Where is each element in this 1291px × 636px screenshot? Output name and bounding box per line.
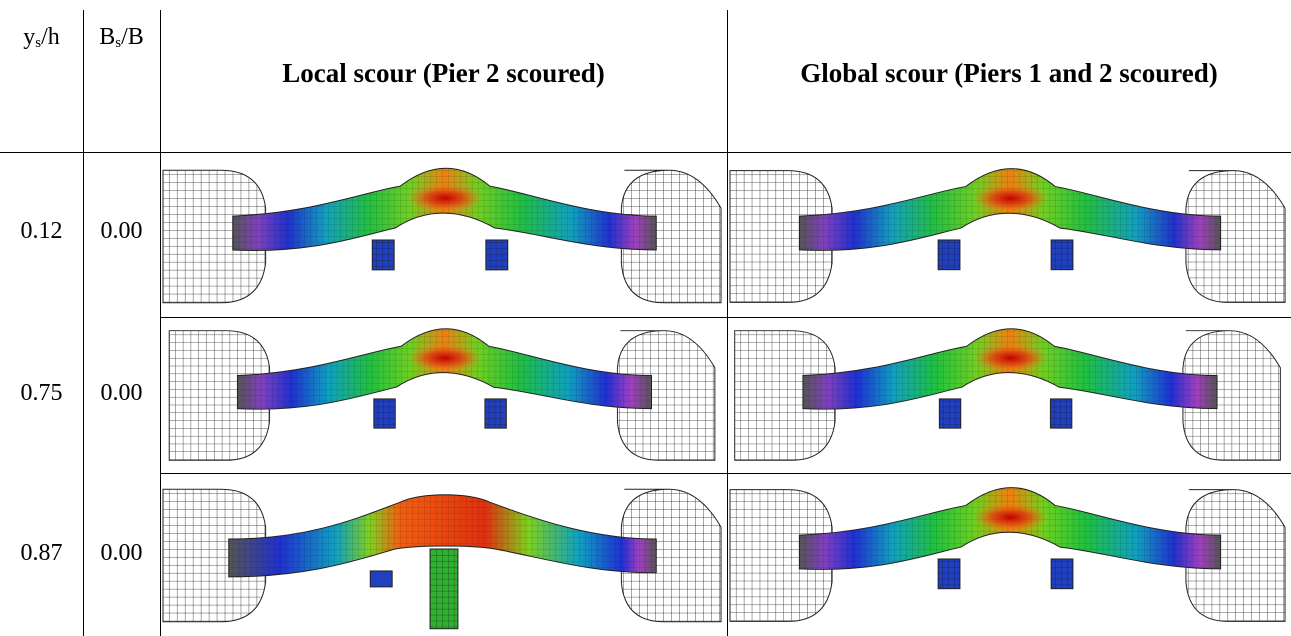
- cell: 0.00: [83, 218, 160, 245]
- row-rule: [160, 473, 1291, 474]
- fe-mesh-figure: [728, 158, 1290, 314]
- cell: 0.87: [0, 540, 83, 567]
- header-rule: [0, 152, 1291, 153]
- page: ys/h Bs/B Local scour (Pier 2 scoured) G…: [0, 0, 1291, 636]
- header-cell: Global scour (Piers 1 and 2 scoured): [727, 58, 1291, 89]
- cell: 0.75: [0, 380, 83, 407]
- header-cell: Local scour (Pier 2 scoured): [160, 58, 727, 89]
- fe-mesh-figure: [161, 158, 726, 314]
- header-cell: ys/h: [0, 24, 83, 52]
- header-cell: Bs/B: [83, 24, 160, 52]
- fe-mesh-figure: [728, 476, 1290, 634]
- header-text: B: [99, 24, 115, 50]
- fe-mesh-figure: [161, 319, 726, 471]
- fe-mesh-figure: [728, 319, 1290, 471]
- header-text: /B: [121, 24, 144, 50]
- header-text: y: [23, 24, 35, 50]
- cell: 0.00: [83, 380, 160, 407]
- fe-mesh-figure: [161, 476, 726, 634]
- cell: 0.12: [0, 218, 83, 245]
- cell: 0.00: [83, 540, 160, 567]
- header-text: /h: [41, 24, 60, 50]
- row-rule: [160, 317, 1291, 318]
